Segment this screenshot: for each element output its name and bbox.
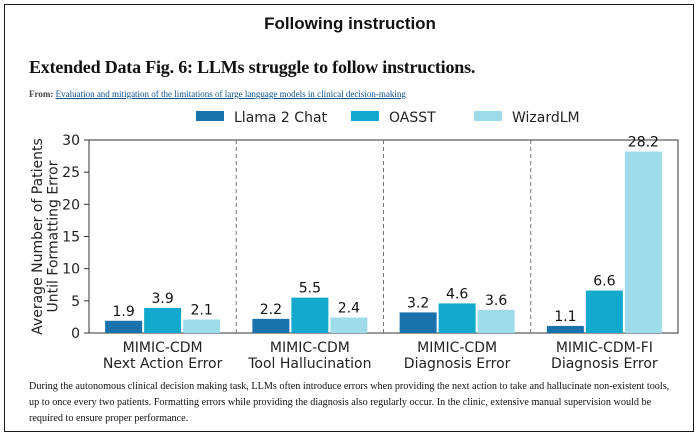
bar [624,151,662,333]
bar [585,290,623,333]
bar [399,312,437,333]
y-axis-label-line: Until Formatting Error [45,160,61,312]
y-tick-label: 25 [62,165,80,181]
figure-frame [4,4,694,432]
source-label: From: [29,89,54,99]
bar-value-label: 28.2 [628,135,659,151]
bar-value-label: 6.6 [593,274,615,290]
source-link[interactable]: Evaluation and mitigation of the limitat… [55,89,406,99]
bar-value-label: 1.9 [112,304,134,320]
bar [330,317,368,333]
legend-label: OASST [389,110,436,126]
page-heading: Following instruction [264,14,436,33]
figure-title: Extended Data Fig. 6: LLMs struggle to f… [29,57,476,77]
bar [144,307,182,333]
legend-swatch [474,111,502,121]
category-label: Diagnosis Error [551,356,658,372]
bar [546,325,584,333]
category-label: MIMIC-CDM-FI [556,340,653,356]
y-axis-label: Average Number of PatientsUntil Formatti… [30,138,61,335]
bar-value-label: 2.4 [338,301,360,317]
category-label: MIMIC-CDM [417,340,497,356]
category-label: Tool Hallucination [247,356,371,372]
bar [183,319,221,333]
bar [252,318,290,333]
bar-value-label: 2.2 [260,302,282,318]
bar-value-label: 2.1 [190,302,212,318]
category-label: Diagnosis Error [404,356,511,372]
figure-caption: During the autonomous clinical decision … [29,381,670,424]
category-label: Next Action Error [103,356,223,372]
category-label: MIMIC-CDM [123,340,203,356]
bar-value-label: 3.9 [151,291,173,307]
y-tick-label: 10 [62,262,80,278]
bar [477,309,515,333]
chart-legend: Llama 2 Chat OASST WizardLM [196,110,580,126]
bar-value-label: 4.6 [446,286,468,302]
bar-value-label: 5.5 [299,281,321,297]
bar [105,320,143,333]
legend-label: WizardLM [512,110,580,126]
bar-value-label: 3.6 [485,293,507,309]
legend-label: Llama 2 Chat [234,110,328,126]
legend-swatch [196,111,224,121]
y-tick-label: 0 [71,326,80,342]
source-line: From: Evaluation and mitigation of the l… [29,89,406,99]
y-tick-label: 5 [71,294,80,310]
y-axis-label-line: Average Number of Patients [30,138,46,335]
bar-value-label: 1.1 [554,309,576,325]
bar-value-label: 3.2 [407,295,429,311]
bar [438,303,476,333]
bar [291,297,329,333]
y-tick-label: 30 [62,133,80,149]
y-tick-label: 15 [62,230,80,246]
legend-swatch [351,111,379,121]
category-label: MIMIC-CDM [270,340,350,356]
y-tick-label: 20 [62,197,80,213]
